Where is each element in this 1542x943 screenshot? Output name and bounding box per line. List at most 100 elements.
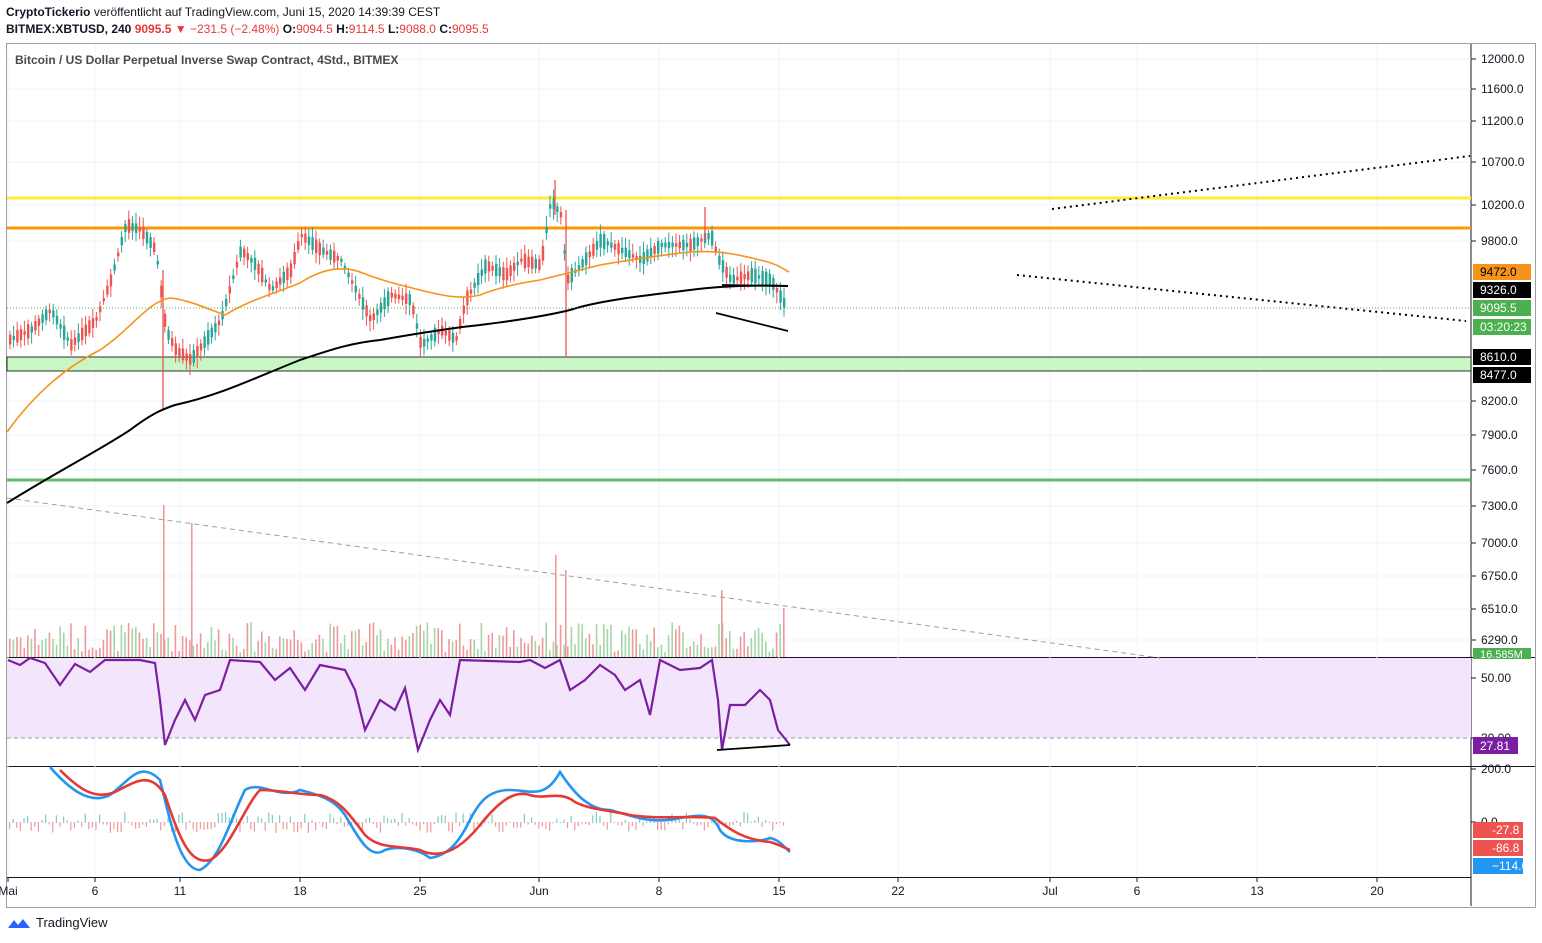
divergence-line-price-bottom[interactable] (715, 312, 789, 332)
candle-body (534, 258, 537, 269)
macd-histogram-bar (750, 821, 752, 823)
candle-body (657, 240, 660, 254)
volume-bar (120, 624, 123, 657)
macd-histogram-bar (225, 812, 227, 823)
volume-bar (473, 639, 475, 657)
chart-frame (6, 43, 1536, 908)
volume-bar (37, 644, 40, 657)
volume-bar (513, 629, 515, 657)
candle-body (369, 315, 372, 321)
macd-histogram-bar (660, 822, 662, 830)
rsi-tag-label: 27.81 (1480, 739, 1510, 753)
candle-body (700, 238, 703, 242)
low-value: 9088.0 (399, 22, 436, 36)
volume-bar (354, 630, 357, 657)
price-tag-label: 8610.0 (1480, 350, 1517, 364)
macd-tag-label: −114.6 (1492, 859, 1528, 873)
macd-histogram-bar (523, 813, 525, 823)
volume-bar (315, 639, 317, 657)
volume-bar (495, 647, 497, 657)
macd-histogram-bar (397, 822, 399, 826)
projection-line-lower[interactable] (1016, 274, 1467, 322)
candle-body (156, 261, 159, 265)
macd-histogram-bar (243, 822, 245, 824)
volume-bar (592, 644, 594, 657)
macd-histogram-bar (585, 822, 587, 825)
divergence-line-price-top[interactable] (721, 284, 789, 287)
macd-histogram-bar (124, 812, 126, 823)
candle-body (16, 330, 19, 343)
macd-histogram-bar (30, 822, 32, 831)
candle-body (142, 226, 145, 239)
macd-histogram-bar (732, 822, 734, 826)
volume-bar (577, 623, 580, 657)
candle-body (577, 265, 581, 270)
projection-line-upper[interactable] (1051, 155, 1471, 210)
macd-histogram-bar (347, 822, 349, 827)
volume-bar (397, 649, 400, 657)
volume-bar (408, 636, 411, 657)
volume-bar (671, 622, 673, 657)
candle-body (646, 249, 649, 262)
candle-body (394, 293, 397, 299)
macd-histogram-bar (502, 822, 504, 832)
macd-tag-box (1473, 858, 1523, 874)
candle-body (253, 257, 257, 270)
macd-histogram-bar (455, 812, 457, 823)
macd-histogram-bar (437, 816, 439, 823)
volume-bar (138, 632, 141, 657)
change-arrow-icon: ▼ (174, 22, 187, 36)
macd-histogram-bar (700, 822, 702, 825)
candle-body (333, 250, 336, 263)
macd-histogram-bar (207, 822, 209, 830)
candle-body (502, 267, 505, 281)
author-name[interactable]: CryptoTickerio (6, 5, 91, 19)
volume-bar (401, 636, 403, 657)
volume-bar (106, 629, 108, 657)
candle-body (232, 275, 235, 280)
volume-bar (462, 645, 465, 657)
macd-histogram-bar (322, 822, 324, 828)
tradingview-footer[interactable]: TradingView (6, 915, 108, 930)
volume-bar (181, 635, 184, 657)
volume-bar (27, 635, 29, 657)
candle-body (617, 243, 620, 255)
macd-histogram-bar (131, 822, 133, 826)
macd-histogram-bar (192, 822, 194, 830)
volume-bar (192, 645, 195, 657)
macd-histogram-bar (178, 814, 180, 823)
macd-histogram-bar (199, 822, 201, 829)
volume-bar (426, 622, 429, 657)
macd-histogram-bar (73, 822, 75, 828)
volume-bar (207, 641, 209, 657)
volume-tag-label: 16.585M (1480, 649, 1523, 661)
time-tick-label: 6 (92, 884, 99, 898)
macd-histogram-bar (487, 821, 489, 823)
candlesticks[interactable] (9, 180, 786, 410)
candle-body (495, 263, 498, 277)
open-label: O: (282, 22, 297, 36)
price-axis[interactable]: 12000.0 11600.0 11200.0 10700.0 10200.0 9800.… (1471, 52, 1525, 829)
volume-bar (102, 639, 105, 657)
volume-bar (196, 643, 198, 657)
macd-histogram-bar (365, 818, 367, 823)
macd-histogram-bar (757, 816, 759, 823)
macd-histogram-bar (621, 822, 623, 826)
candle-body (448, 330, 451, 341)
candle-body (120, 236, 123, 246)
candle-body (354, 285, 357, 293)
candle-body (376, 309, 379, 316)
volume-bar (624, 634, 627, 657)
macd-histogram-bar (736, 820, 738, 823)
divergence-line-rsi[interactable] (716, 744, 791, 751)
macd-histogram-bar (102, 822, 104, 825)
candle-body (613, 244, 617, 250)
macd-histogram-bar (66, 820, 68, 823)
macd-histogram-bar (387, 818, 389, 823)
macd-histogram-bar (603, 822, 605, 826)
time-axis[interactable]: Mai 6 11 18 25 Jun 8 15 22 Jul 6 13 20 (0, 877, 1384, 898)
price-tag-box (1473, 349, 1531, 365)
candle-body (401, 295, 404, 300)
macd-histogram-bar (696, 822, 698, 826)
